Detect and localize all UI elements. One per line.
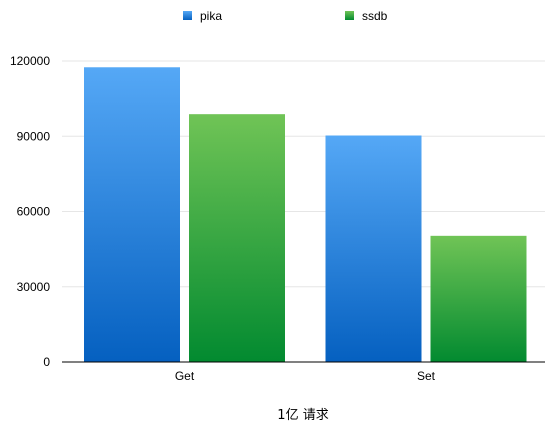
bars — [84, 67, 527, 362]
legend-label-ssdb: ssdb — [362, 9, 388, 23]
y-axis-ticks: 0 30000 60000 90000 120000 — [10, 54, 50, 369]
y-tick-label: 0 — [43, 355, 50, 369]
bar-pika-get — [84, 67, 180, 362]
x-tick-label: Set — [417, 369, 436, 383]
legend: pika ssdb — [183, 9, 388, 23]
legend-swatch-pika — [183, 11, 192, 20]
legend-label-pika: pika — [200, 9, 222, 23]
x-axis-label: 1亿 请求 — [277, 408, 328, 423]
bar-ssdb-get — [189, 114, 285, 362]
y-tick-label: 120000 — [10, 54, 50, 68]
y-tick-label: 30000 — [17, 280, 51, 294]
y-tick-label: 90000 — [17, 129, 51, 143]
x-tick-label: Get — [175, 369, 195, 383]
bar-ssdb-set — [430, 235, 527, 362]
x-axis-ticks: Get Set — [175, 369, 436, 383]
y-tick-label: 60000 — [17, 205, 51, 219]
legend-swatch-ssdb — [345, 11, 354, 20]
bar-pika-set — [325, 135, 422, 362]
